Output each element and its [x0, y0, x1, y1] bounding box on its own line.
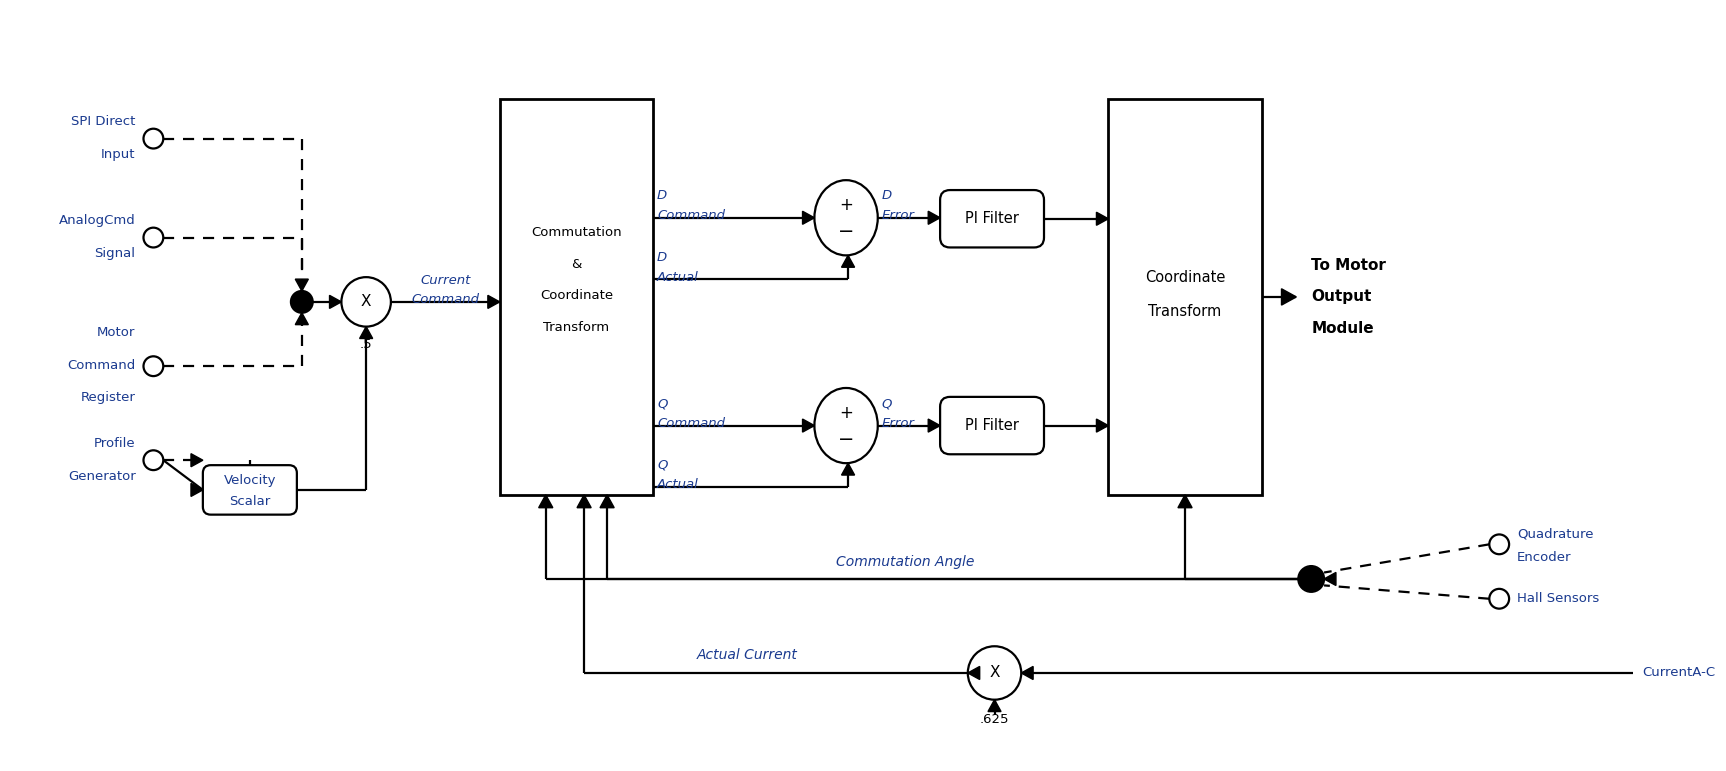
Polygon shape	[539, 495, 552, 508]
Circle shape	[143, 129, 164, 149]
Text: +: +	[839, 404, 853, 422]
Polygon shape	[601, 495, 614, 508]
Text: Actual: Actual	[658, 271, 699, 284]
Text: Generator: Generator	[67, 470, 136, 483]
Text: Profile: Profile	[93, 437, 136, 450]
Bar	[501, 99, 652, 495]
Ellipse shape	[815, 180, 879, 255]
Text: AnalogCmd: AnalogCmd	[59, 214, 136, 227]
Text: Commutation: Commutation	[532, 226, 621, 239]
Polygon shape	[295, 313, 309, 325]
Text: .625: .625	[980, 713, 1010, 726]
Text: Quadrature: Quadrature	[1517, 528, 1593, 541]
Text: Module: Module	[1312, 321, 1374, 336]
FancyBboxPatch shape	[204, 465, 297, 514]
Polygon shape	[987, 700, 1001, 712]
Text: Hall Sensors: Hall Sensors	[1517, 592, 1600, 605]
Text: +: +	[839, 196, 853, 214]
Text: To Motor: To Motor	[1312, 258, 1386, 273]
Polygon shape	[359, 327, 373, 338]
Polygon shape	[1324, 572, 1336, 585]
Text: Transform: Transform	[544, 321, 609, 334]
Text: Motor: Motor	[97, 326, 136, 339]
FancyBboxPatch shape	[941, 190, 1044, 247]
Text: Input: Input	[102, 148, 136, 161]
Circle shape	[143, 227, 164, 247]
Polygon shape	[192, 453, 204, 466]
Text: X: X	[361, 295, 371, 309]
Polygon shape	[929, 419, 941, 432]
Polygon shape	[192, 483, 204, 497]
Text: &: &	[571, 258, 582, 271]
Text: Command: Command	[411, 294, 480, 306]
Text: D: D	[658, 190, 668, 203]
Text: SPI Direct: SPI Direct	[71, 116, 136, 128]
Text: Error: Error	[882, 417, 915, 430]
Text: D: D	[882, 190, 892, 203]
Polygon shape	[330, 295, 342, 308]
Text: Actual Current: Actual Current	[697, 648, 797, 662]
Text: −: −	[837, 430, 854, 449]
Text: Signal: Signal	[95, 247, 136, 260]
Circle shape	[292, 291, 312, 313]
Polygon shape	[1096, 419, 1108, 432]
Circle shape	[1298, 566, 1324, 592]
Circle shape	[143, 450, 164, 470]
Text: Scalar: Scalar	[230, 495, 271, 508]
Bar	[1108, 99, 1262, 495]
Polygon shape	[929, 211, 941, 224]
Polygon shape	[1022, 666, 1034, 679]
Polygon shape	[488, 295, 501, 308]
Text: Encoder: Encoder	[1517, 550, 1571, 564]
Text: Q: Q	[658, 459, 668, 472]
Circle shape	[1490, 589, 1509, 608]
Text: Q: Q	[658, 397, 668, 410]
Text: CurrentA-C: CurrentA-C	[1643, 666, 1716, 679]
Text: PI Filter: PI Filter	[965, 418, 1018, 433]
Polygon shape	[842, 463, 854, 475]
Text: Register: Register	[81, 392, 136, 404]
Text: Current: Current	[419, 274, 471, 287]
FancyBboxPatch shape	[941, 397, 1044, 454]
Text: D: D	[658, 251, 668, 264]
Text: Command: Command	[658, 417, 725, 430]
Ellipse shape	[815, 388, 879, 463]
Text: Coordinate: Coordinate	[1144, 270, 1225, 284]
Circle shape	[1490, 534, 1509, 554]
Text: Transform: Transform	[1148, 305, 1222, 319]
Text: Command: Command	[658, 209, 725, 222]
Polygon shape	[1096, 212, 1108, 225]
Ellipse shape	[968, 646, 1022, 700]
Text: −: −	[837, 222, 854, 241]
Circle shape	[143, 356, 164, 376]
Polygon shape	[968, 666, 980, 679]
Text: Error: Error	[882, 209, 915, 222]
Polygon shape	[1281, 289, 1296, 305]
Text: Actual: Actual	[658, 479, 699, 491]
Text: .5: .5	[359, 338, 373, 351]
Text: Commutation Angle: Commutation Angle	[837, 555, 975, 569]
Text: Q: Q	[882, 397, 892, 410]
Text: Output: Output	[1312, 289, 1372, 305]
Polygon shape	[803, 419, 815, 432]
Ellipse shape	[342, 277, 390, 327]
Polygon shape	[576, 495, 592, 508]
Polygon shape	[803, 211, 815, 224]
Text: Command: Command	[67, 359, 136, 372]
Polygon shape	[1177, 495, 1193, 508]
Text: Coordinate: Coordinate	[540, 289, 613, 302]
Polygon shape	[295, 279, 309, 291]
Text: PI Filter: PI Filter	[965, 211, 1018, 226]
Polygon shape	[842, 255, 854, 268]
Text: X: X	[989, 665, 999, 681]
Text: Velocity: Velocity	[224, 473, 276, 487]
